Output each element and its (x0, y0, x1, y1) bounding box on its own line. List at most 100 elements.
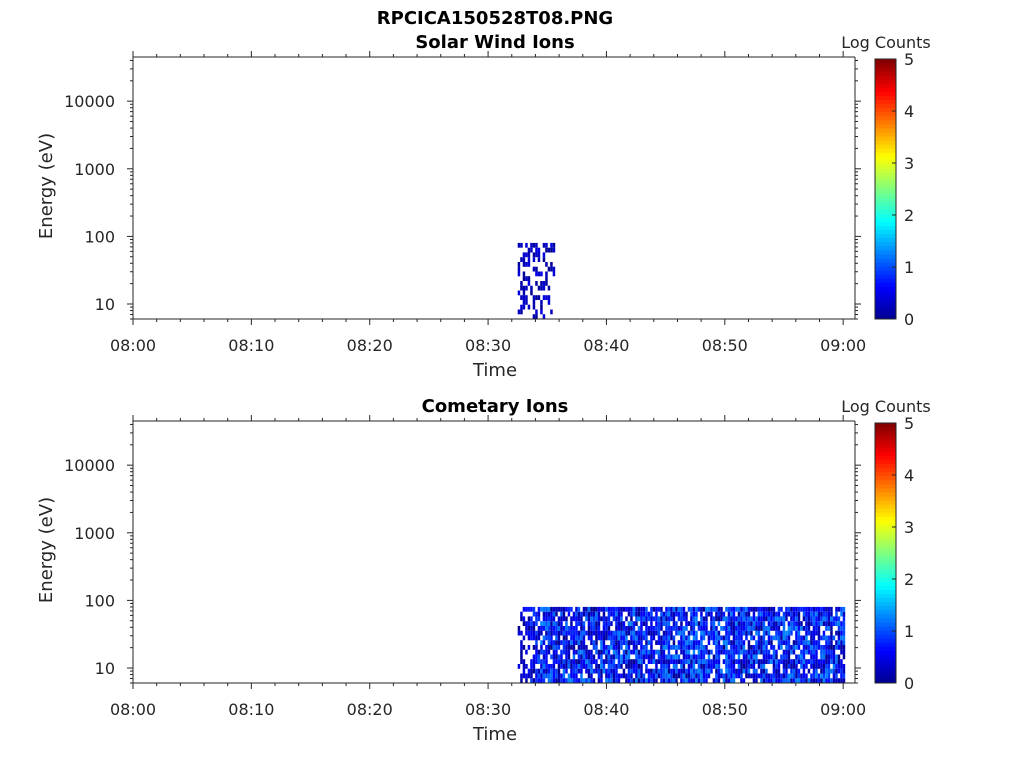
heatmap-cell (547, 649, 551, 655)
heatmap-cell (537, 678, 541, 683)
heatmap-cell (700, 606, 703, 612)
colorbar-step (875, 459, 896, 465)
heatmap-cell (607, 621, 611, 626)
heatmap-cell (827, 616, 831, 622)
heatmap-cell (817, 616, 821, 622)
heatmap-cells (517, 242, 556, 319)
heatmap-cell (767, 659, 771, 664)
heatmap-cell (827, 659, 831, 664)
heatmap-cell (580, 645, 583, 650)
heatmap-cell (702, 626, 706, 631)
heatmap-cell (555, 621, 558, 626)
heatmap-cell (727, 654, 731, 660)
heatmap-cell (542, 673, 546, 679)
heatmap-cell (715, 654, 718, 660)
heatmap-cell (530, 678, 533, 683)
colorbar-step (875, 443, 896, 448)
heatmap-cell (662, 630, 666, 636)
heatmap-cell (805, 611, 808, 617)
heatmap-cell (762, 606, 766, 612)
heatmap-cell (740, 630, 743, 636)
x-axis-label: Time (472, 360, 517, 381)
heatmap-cell (682, 668, 686, 674)
heatmap-cell (582, 645, 586, 650)
heatmap-cell (745, 649, 748, 655)
heatmap-cell (737, 635, 741, 641)
colorbar-step (875, 79, 896, 84)
colorbar-frame (874, 58, 897, 320)
heatmap-cell (757, 616, 761, 622)
heatmap-cell (645, 616, 648, 622)
heatmap-cell (840, 645, 843, 650)
colorbar-step (875, 589, 896, 595)
heatmap-cell (820, 668, 823, 674)
heatmap-cell (570, 645, 573, 650)
heatmap-cell (725, 673, 728, 679)
heatmap-cell (527, 304, 531, 310)
heatmap-cell (607, 654, 611, 660)
heatmap-cell (575, 606, 578, 612)
heatmap-cell (750, 630, 753, 636)
heatmap-cell (835, 659, 838, 664)
colorbar-step (875, 168, 896, 174)
heatmap-cell (520, 616, 523, 622)
colorbar-step (875, 282, 896, 287)
heatmap-cell (595, 616, 598, 622)
heatmap-cell (520, 673, 523, 679)
heatmap-cell (537, 252, 541, 258)
heatmap-cell (732, 630, 736, 636)
heatmap-cell (802, 611, 806, 617)
heatmap-cell (585, 664, 588, 669)
heatmap-cell (570, 664, 573, 669)
heatmap-cell (620, 616, 623, 622)
heatmap-cell (557, 640, 561, 645)
heatmap-cell (837, 635, 841, 641)
colorbar-step (875, 520, 896, 525)
heatmap-cell (617, 621, 621, 626)
heatmap-cell (562, 630, 566, 636)
heatmap-cell (842, 606, 846, 612)
heatmap-cell (540, 285, 543, 291)
heatmap-cell (655, 606, 658, 612)
heatmap-cell (742, 668, 746, 674)
heatmap-cell (570, 635, 573, 641)
heatmap-cell (657, 673, 661, 679)
heatmap-cell (680, 659, 683, 664)
heatmap-cell (747, 630, 751, 636)
heatmap-cell (632, 606, 636, 612)
heatmap-cell (767, 621, 771, 626)
heatmap-cell (682, 640, 686, 645)
colorbar-step (875, 294, 896, 300)
heatmap-cell (715, 649, 718, 655)
heatmap-cell (652, 630, 656, 636)
colorbar-step (875, 107, 896, 113)
heatmap-cell (750, 635, 753, 641)
colorbar-step (875, 193, 896, 198)
heatmap-cell (675, 611, 678, 617)
heatmap-cell (652, 668, 656, 674)
heatmap-cell (650, 616, 653, 622)
heatmap-cell (842, 649, 846, 655)
heatmap-cell (795, 606, 798, 612)
heatmap-cell (545, 247, 548, 253)
heatmap-cell (815, 630, 818, 636)
heatmap-cell (785, 654, 788, 660)
heatmap-cell (670, 635, 673, 641)
heatmap-cell (555, 659, 558, 664)
heatmap-cell (535, 295, 538, 300)
heatmap-cell (647, 649, 651, 655)
heatmap-cell (835, 640, 838, 645)
heatmap-cell (705, 626, 708, 631)
heatmap-cell (812, 626, 816, 631)
heatmap-cell (782, 668, 786, 674)
heatmap-cell (675, 678, 678, 683)
heatmap-cell (630, 635, 633, 641)
heatmap-cell (572, 664, 576, 669)
heatmap-cell (795, 664, 798, 669)
heatmap-cell (675, 664, 678, 669)
heatmap-cell (685, 668, 688, 674)
heatmap-cell (735, 621, 738, 626)
heatmap-cell (747, 606, 751, 612)
heatmap-cell (730, 678, 733, 683)
heatmap-cell (525, 262, 528, 267)
